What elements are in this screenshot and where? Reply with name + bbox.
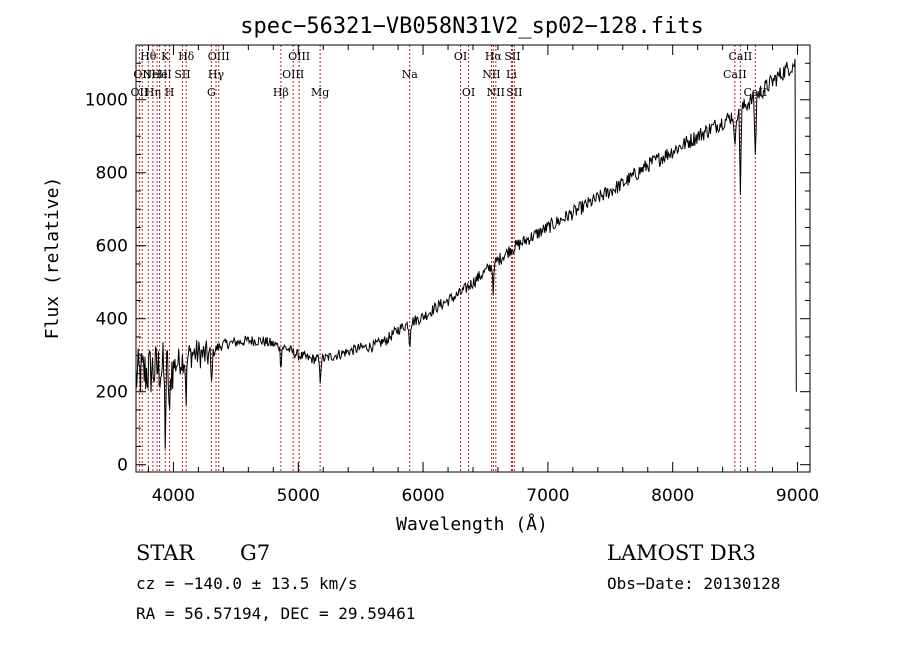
line-label: OIII — [208, 50, 230, 63]
spectrum-line — [135, 58, 797, 449]
line-label: SII — [504, 50, 520, 63]
x-axis: 4000 5000 6000 7000 8000 9000 — [147, 45, 819, 506]
line-label: Hα — [485, 50, 503, 63]
x-tick-label: 7000 — [526, 486, 569, 506]
line-label: He — [152, 68, 168, 81]
x-tick-label: 9000 — [776, 486, 819, 506]
line-label: H — [165, 86, 175, 99]
obs-date: Obs−Date: 20130128 — [607, 574, 780, 593]
line-label: CaII — [729, 50, 753, 63]
line-label: Hβ — [273, 86, 289, 99]
survey-name: LAMOST DR3 — [607, 541, 756, 565]
line-label: SII — [506, 86, 522, 99]
line-label: NeIII — [143, 68, 172, 81]
line-label: CaII — [723, 68, 747, 81]
line-label: NII — [487, 86, 505, 99]
line-label: Na — [402, 68, 419, 81]
line-label: K — [161, 50, 170, 63]
spectrum-series — [135, 58, 797, 449]
y-tick-label: 600 — [96, 237, 128, 257]
line-label: Li — [506, 68, 517, 81]
line-label: OI — [462, 86, 475, 99]
chart-title: spec−56321−VB058N31V2_sp02−128.fits — [240, 14, 704, 39]
line-label: OIII — [288, 50, 310, 63]
y-axis-label: Flux (relative) — [42, 177, 63, 340]
y-axis: 0 200 400 600 800 1000 — [85, 62, 810, 476]
y-tick-label: 0 — [117, 456, 128, 476]
line-label: OII — [133, 68, 151, 81]
x-tick-label: 6000 — [401, 486, 444, 506]
redshift-text: cz = −140.0 ± 13.5 km/s — [136, 574, 358, 593]
line-label: Mg — [311, 86, 329, 99]
y-tick-label: 800 — [96, 164, 128, 184]
y-tick-label: 400 — [96, 310, 128, 330]
line-label: G — [207, 86, 216, 99]
emission-line-markers — [138, 45, 756, 472]
line-label: NII — [482, 68, 500, 81]
object-class: STAR — [136, 541, 195, 565]
line-label: OI — [454, 50, 467, 63]
line-label: Hγ — [208, 68, 225, 81]
line-label: SII — [174, 68, 190, 81]
x-tick-label: 5000 — [277, 486, 320, 506]
object-subclass: G7 — [240, 541, 270, 565]
coordinates-text: RA = 56.57194, DEC = 29.59461 — [136, 604, 415, 623]
x-tick-label: 8000 — [651, 486, 694, 506]
x-tick-label: 4000 — [152, 486, 195, 506]
line-label: OIII — [282, 68, 304, 81]
line-label: OII — [131, 86, 149, 99]
y-tick-label: 200 — [96, 383, 128, 403]
line-label: Hη — [145, 86, 161, 99]
x-axis-label: Wavelength (Å) — [396, 513, 548, 535]
y-tick-label: 1000 — [85, 91, 128, 111]
plot-frame — [135, 44, 811, 473]
line-label: Hθ — [140, 50, 157, 63]
line-label: Hδ — [178, 50, 195, 63]
